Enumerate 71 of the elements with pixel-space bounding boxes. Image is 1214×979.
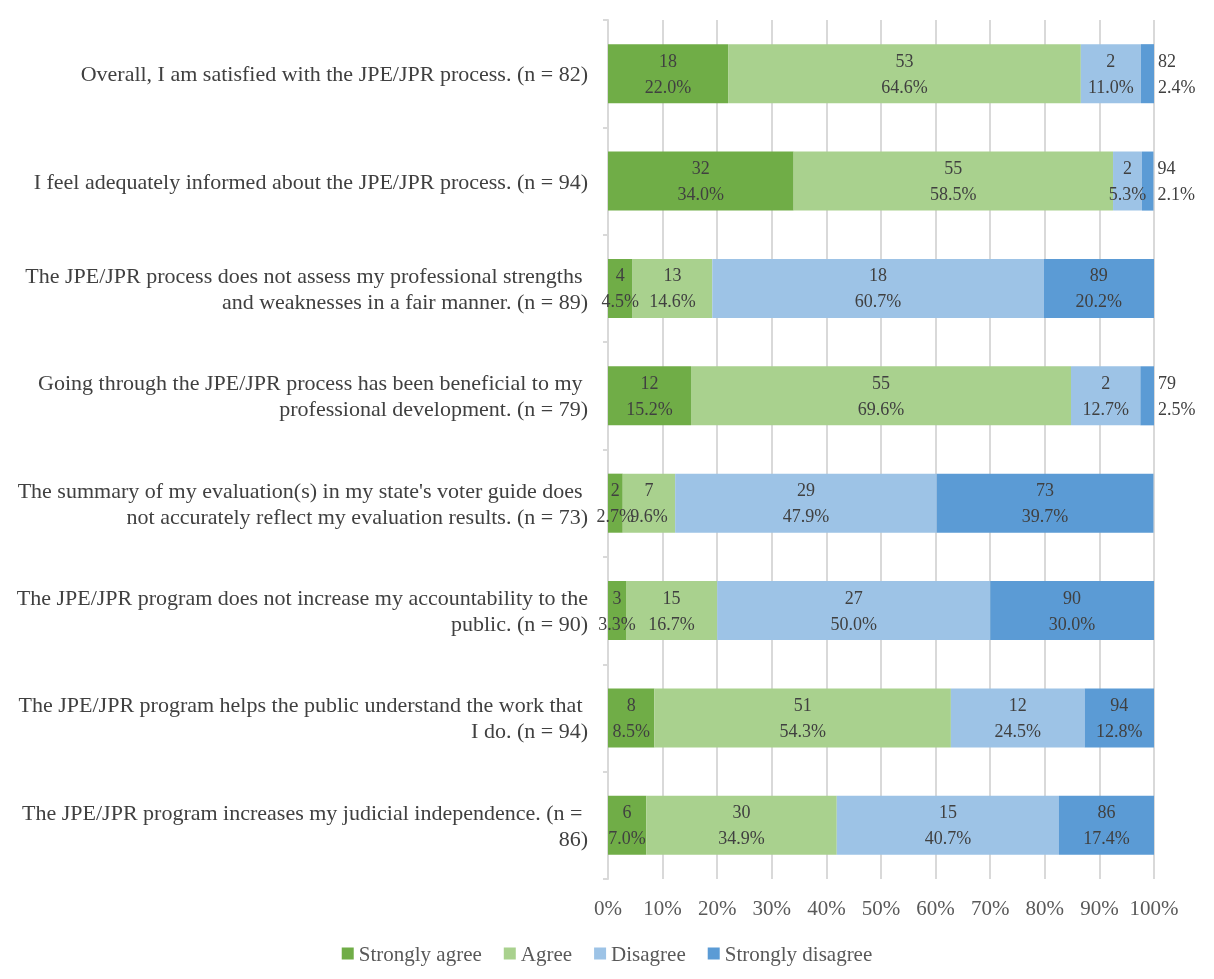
- y-tick-label: Overall, I am satisfied with the JPE/JPR process. (n = 82): [80, 61, 588, 87]
- bar: [836, 795, 1059, 855]
- data-label: 30 34.9%: [718, 802, 765, 849]
- data-label: 94 12.8%: [1096, 694, 1143, 741]
- legend-label: Strongly disagree: [724, 941, 873, 966]
- data-label: 89 20.2%: [1075, 265, 1123, 312]
- x-tick-label: 20%: [697, 895, 737, 920]
- bar: [1071, 366, 1141, 426]
- legend-label: Strongly agree: [358, 941, 482, 966]
- x-tick-label: 50%: [861, 895, 901, 920]
- bar: [675, 473, 937, 533]
- data-label: 2 12.7%: [1082, 372, 1129, 419]
- y-tick-label: The JPE/JPR program increases my judicial independence. (n = 86): [22, 799, 588, 851]
- data-label: 55 58.5%: [930, 158, 977, 205]
- bar: [654, 688, 951, 748]
- data-label: 55 69.6%: [857, 372, 905, 419]
- x-tick-label: 70%: [970, 895, 1010, 920]
- data-label: 8 8.5%: [612, 694, 650, 741]
- data-label: 12 15.2%: [626, 372, 673, 419]
- x-tick-label: 40%: [807, 895, 846, 920]
- bar: [608, 366, 691, 426]
- data-label: 82 2.4%: [1158, 50, 1196, 97]
- data-label: 86 17.4%: [1083, 802, 1130, 849]
- x-tick-label: 30%: [752, 895, 792, 920]
- data-label: 13 14.6%: [649, 265, 696, 312]
- x-tick-label: 80%: [1025, 895, 1065, 920]
- bar: [608, 151, 794, 211]
- bar: [1043, 258, 1154, 318]
- bar: [936, 473, 1154, 533]
- x-tick-label: 60%: [916, 895, 955, 920]
- data-label: 2 11.0%: [1087, 50, 1134, 97]
- legend-label: Disagree: [611, 941, 686, 966]
- x-tick-label: 10%: [643, 895, 682, 920]
- data-label: 18 22.0%: [644, 50, 692, 97]
- data-label: 51 54.3%: [779, 694, 826, 741]
- data-label: 90 30.0%: [1048, 587, 1096, 634]
- data-label: 53 64.6%: [881, 50, 928, 97]
- bar: [608, 44, 729, 104]
- bar: [990, 581, 1154, 641]
- data-label: 73 39.7%: [1021, 480, 1069, 527]
- bar: [1080, 44, 1141, 104]
- y-tick-label: The JPE/JPR program does not increase my accountability to the public. (n = 90): [16, 585, 588, 637]
- data-label: 79 2.5%: [1158, 372, 1196, 419]
- data-label: 2 5.3%: [1108, 158, 1147, 205]
- data-label: 12 24.5%: [994, 694, 1042, 741]
- data-label: 94 2.1%: [1157, 158, 1195, 205]
- data-label: 15 40.7%: [924, 802, 972, 849]
- data-label: 32 34.0%: [677, 158, 725, 205]
- bar: [1140, 44, 1154, 104]
- bar: [646, 795, 837, 855]
- x-tick-label: 90%: [1080, 895, 1119, 920]
- x-tick-label: 100%: [1129, 895, 1179, 920]
- x-tick-label: 0%: [594, 895, 622, 920]
- bar: [950, 688, 1085, 748]
- bar: [728, 44, 1081, 104]
- bar: [1059, 795, 1154, 855]
- bar: [1140, 366, 1154, 426]
- y-tick-label: The JPE/JPR process does not assess my professional strengths and weaknesses in a fair manner. (n = 89): [25, 262, 588, 314]
- bar: [717, 581, 991, 641]
- y-tick-label: The summary of my evaluation(s) in my state's voter guide does not accurately reflect my evaluation results. (n = 73): [17, 477, 588, 529]
- y-tick-label: I feel adequately informed about the JPE/JPR process. (n = 94): [33, 168, 588, 194]
- data-label: 15 16.7%: [648, 587, 695, 634]
- data-label: 6 7.0%: [608, 802, 646, 849]
- bar: [712, 258, 1044, 318]
- bar: [690, 366, 1072, 426]
- y-tick-label: Going through the JPE/JPR process has been beneficial to my professional development. (n = 79): [38, 370, 588, 422]
- data-label: 18 60.7%: [854, 265, 902, 312]
- legend-label: Agree: [520, 941, 573, 966]
- data-label: 27 50.0%: [830, 587, 877, 634]
- data-label: 29 47.9%: [782, 480, 830, 527]
- y-tick-label: The JPE/JPR program helps the public understand the work that I do. (n = 94): [18, 692, 588, 744]
